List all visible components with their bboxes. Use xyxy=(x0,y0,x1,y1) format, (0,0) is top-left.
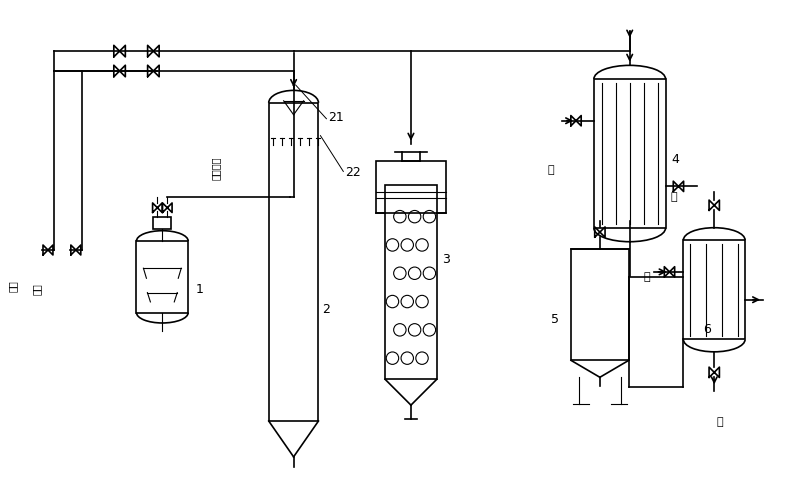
Text: 气碱: 气碱 xyxy=(32,283,42,295)
Text: 水: 水 xyxy=(670,192,677,202)
Bar xyxy=(269,103,318,421)
Bar xyxy=(385,185,437,379)
Text: 22: 22 xyxy=(346,166,361,179)
Text: 3: 3 xyxy=(442,253,450,266)
Bar xyxy=(376,161,446,213)
Text: 水: 水 xyxy=(716,417,723,427)
Text: 1: 1 xyxy=(196,283,204,296)
Text: 6: 6 xyxy=(703,323,711,336)
Bar xyxy=(137,241,188,313)
Text: 2: 2 xyxy=(322,303,330,316)
Bar xyxy=(683,240,745,340)
Text: 5: 5 xyxy=(551,313,559,326)
Text: 爆气: 爆气 xyxy=(7,280,18,292)
Text: 水: 水 xyxy=(644,272,650,282)
Text: 水: 水 xyxy=(547,165,554,175)
Text: 4: 4 xyxy=(671,153,679,166)
Text: 环己酮胟: 环己酮胟 xyxy=(211,157,221,180)
Bar xyxy=(154,217,171,229)
Bar xyxy=(594,79,666,228)
Text: 21: 21 xyxy=(329,111,344,124)
Bar xyxy=(571,249,629,361)
